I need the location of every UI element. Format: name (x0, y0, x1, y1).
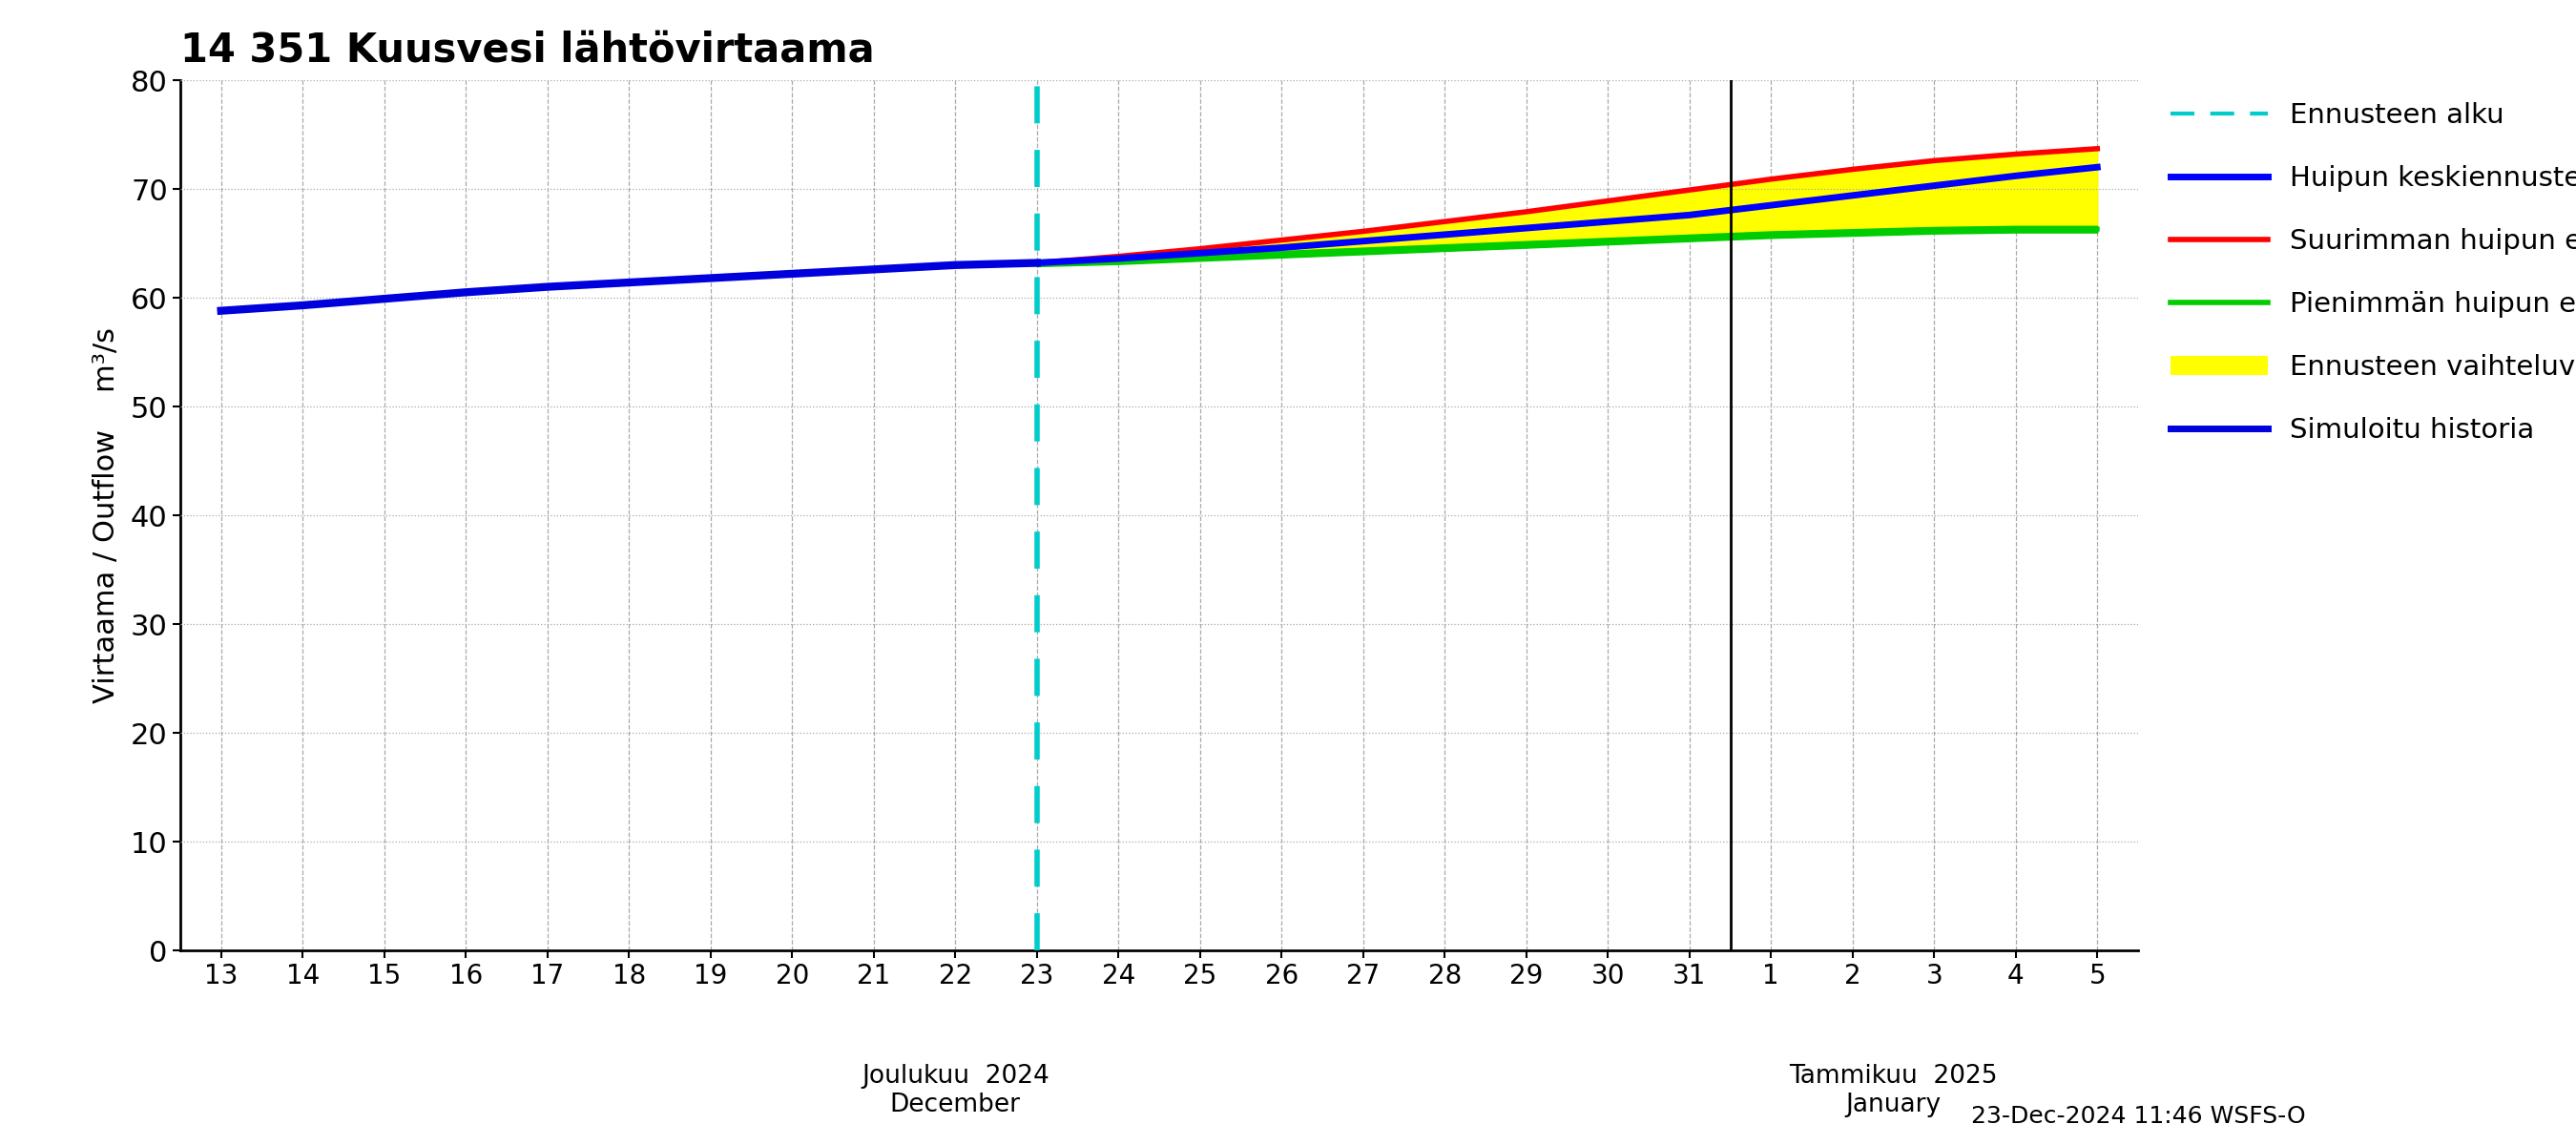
Text: Tammikuu  2025
January: Tammikuu 2025 January (1790, 1064, 1996, 1116)
Text: Joulukuu  2024
December: Joulukuu 2024 December (860, 1064, 1048, 1116)
Text: 23-Dec-2024 11:46 WSFS-O: 23-Dec-2024 11:46 WSFS-O (1971, 1105, 2306, 1128)
Legend: Ennusteen alku, Huipun keskiennuste, Suurimman huipun ennuste, Pienimmän huipun : Ennusteen alku, Huipun keskiennuste, Suu… (2161, 94, 2576, 452)
Text: 14 351 Kuusvesi lähtövirtaama: 14 351 Kuusvesi lähtövirtaama (180, 30, 873, 70)
Y-axis label: Virtaama / Outflow    m³/s: Virtaama / Outflow m³/s (93, 327, 121, 703)
